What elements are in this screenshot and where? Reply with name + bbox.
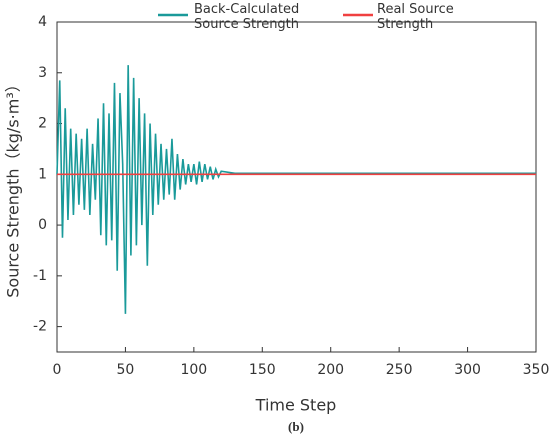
x-tick-label: 200	[317, 362, 344, 378]
y-tick-label: 0	[38, 217, 47, 233]
y-tick-label: -1	[33, 268, 47, 284]
x-tick-label: 150	[249, 362, 276, 378]
x-tick-label: 300	[454, 362, 481, 378]
y-tick-label: 2	[38, 116, 47, 132]
x-axis-label: Time Step	[255, 396, 337, 415]
x-tick-label: 100	[180, 362, 207, 378]
line	[56, 65, 536, 314]
plot-frame	[56, 21, 537, 353]
y-tick-label: 4	[38, 14, 47, 30]
caption: (b)	[288, 419, 304, 434]
legend-label: Back-Calculated Source Strength	[194, 2, 300, 32]
x-tick-label: 50	[117, 362, 135, 378]
x-tick-label: 350	[523, 362, 550, 378]
x-tick-label: 0	[53, 362, 62, 378]
y-tick-label: 1	[38, 166, 47, 182]
y-tick-label: -2	[33, 319, 47, 335]
legend-label: Real Source Strength	[377, 2, 454, 32]
y-axis-label: Source Strength（kg/s·m³）	[4, 76, 23, 298]
x-tick-label: 250	[386, 362, 413, 378]
y-tick-label: 3	[38, 65, 47, 81]
